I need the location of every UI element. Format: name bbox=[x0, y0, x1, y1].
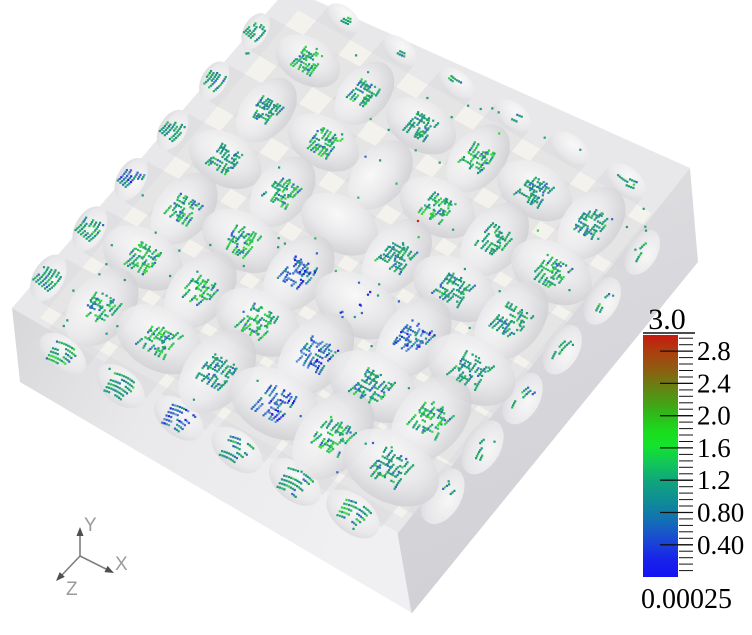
colorbar-max-label: 3.0 bbox=[648, 303, 686, 336]
colorbar-tick-label: 1.2 bbox=[697, 465, 731, 495]
z-axis-label: Z bbox=[66, 579, 78, 600]
z-axis-arrowhead-icon bbox=[56, 572, 65, 581]
colorbar-tick-label: 1.6 bbox=[697, 433, 731, 463]
colorbar-tick-label: 2.4 bbox=[697, 368, 731, 398]
colorbar-min-label: 0.00025 bbox=[641, 584, 732, 615]
colorbar-tick-label: 0.40 bbox=[697, 530, 744, 560]
colorbar-tick-label: 2.0 bbox=[697, 401, 731, 431]
y-axis-arrowhead-icon bbox=[76, 527, 84, 536]
colorbar-ticks: 2.82.42.01.61.20.800.40 bbox=[660, 336, 744, 572]
x-axis-line bbox=[79, 555, 109, 571]
z-axis-line bbox=[60, 555, 81, 577]
x-axis-arrowhead-icon bbox=[104, 565, 114, 573]
colorbar-gradient bbox=[643, 335, 678, 577]
y-axis-label: Y bbox=[84, 515, 97, 536]
matrix-box-right-face bbox=[398, 168, 698, 613]
x-axis-label: X bbox=[115, 554, 128, 575]
box-front-edge bbox=[397, 532, 413, 614]
scatter-points bbox=[32, 16, 648, 531]
colorbar-tick-label: 0.80 bbox=[697, 498, 744, 528]
woven-composite-model[interactable] bbox=[12, 0, 698, 614]
orientation-axes-widget: X Y Z bbox=[56, 515, 128, 600]
colorbar-legend[interactable]: 3.0 2.82.42.01.61.20.800.40 0.00025 bbox=[641, 303, 744, 615]
tow-yarns bbox=[30, 3, 661, 539]
colorbar-tick-label: 2.8 bbox=[697, 336, 731, 366]
